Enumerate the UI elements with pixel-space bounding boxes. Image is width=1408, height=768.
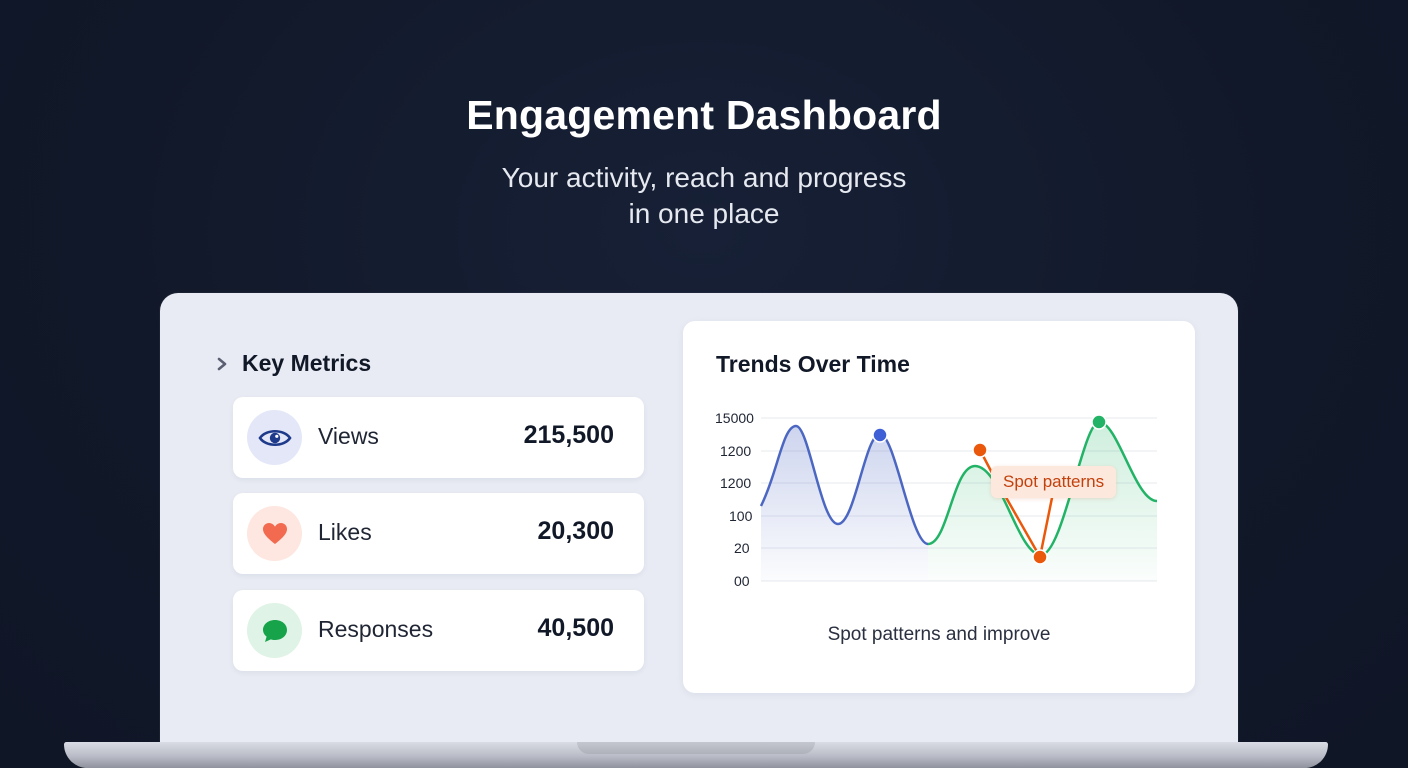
trends-chart: 15000 1200 1200 100 20 00 xyxy=(715,410,1158,589)
eye-icon xyxy=(257,429,292,446)
y-tick-label: 15000 xyxy=(715,410,754,426)
heart-icon xyxy=(262,522,287,544)
likes-icon-badge xyxy=(247,506,302,561)
y-tick-label: 1200 xyxy=(720,443,751,459)
y-tick-label: 100 xyxy=(729,508,753,524)
y-tick-label: 20 xyxy=(734,540,750,556)
data-point-orange xyxy=(972,442,988,458)
y-tick-label: 00 xyxy=(734,573,750,589)
series-orange-line xyxy=(978,449,1057,559)
metric-card-views[interactable]: Views 215,500 xyxy=(233,397,644,478)
key-metrics-title: Key Metrics xyxy=(242,350,372,376)
trends-title: Trends Over Time xyxy=(716,351,910,377)
data-point-orange xyxy=(1032,549,1048,565)
page-title: Engagement Dashboard xyxy=(466,92,942,138)
series-blue-line xyxy=(759,424,929,546)
series-green-area xyxy=(928,422,1157,581)
data-point-green xyxy=(1091,414,1107,430)
responses-icon-badge xyxy=(247,603,302,658)
metric-label: Likes xyxy=(318,519,372,545)
key-metrics-header[interactable]: Key Metrics xyxy=(216,350,371,377)
data-point-blue xyxy=(872,427,888,443)
metric-card-likes[interactable]: Likes 20,300 xyxy=(233,493,644,574)
metric-value: 20,300 xyxy=(537,517,614,545)
laptop-notch xyxy=(577,742,815,754)
subtitle-line-1: Your activity, reach and progress xyxy=(501,162,907,193)
chevron-right-icon xyxy=(216,353,230,375)
chat-bubble-icon xyxy=(262,619,287,642)
series-blue-area xyxy=(761,426,928,581)
metric-value: 40,500 xyxy=(537,614,614,642)
page-subtitle: Your activity, reach and progress in one… xyxy=(454,160,954,232)
metric-label: Responses xyxy=(318,616,434,642)
y-tick-label: 1200 xyxy=(720,475,751,491)
chart-callout: Spot patterns xyxy=(991,466,1117,498)
metric-label: Views xyxy=(318,423,379,449)
trends-caption: Spot patterns and improve xyxy=(827,624,1051,645)
views-icon-badge xyxy=(247,410,302,465)
metric-value: 215,500 xyxy=(523,421,614,449)
metric-card-responses[interactable]: Responses 40,500 xyxy=(233,590,644,671)
subtitle-line-2: in one place xyxy=(628,198,780,229)
trends-card: Trends Over Time 15000 1200 1200 100 2 xyxy=(683,321,1195,693)
